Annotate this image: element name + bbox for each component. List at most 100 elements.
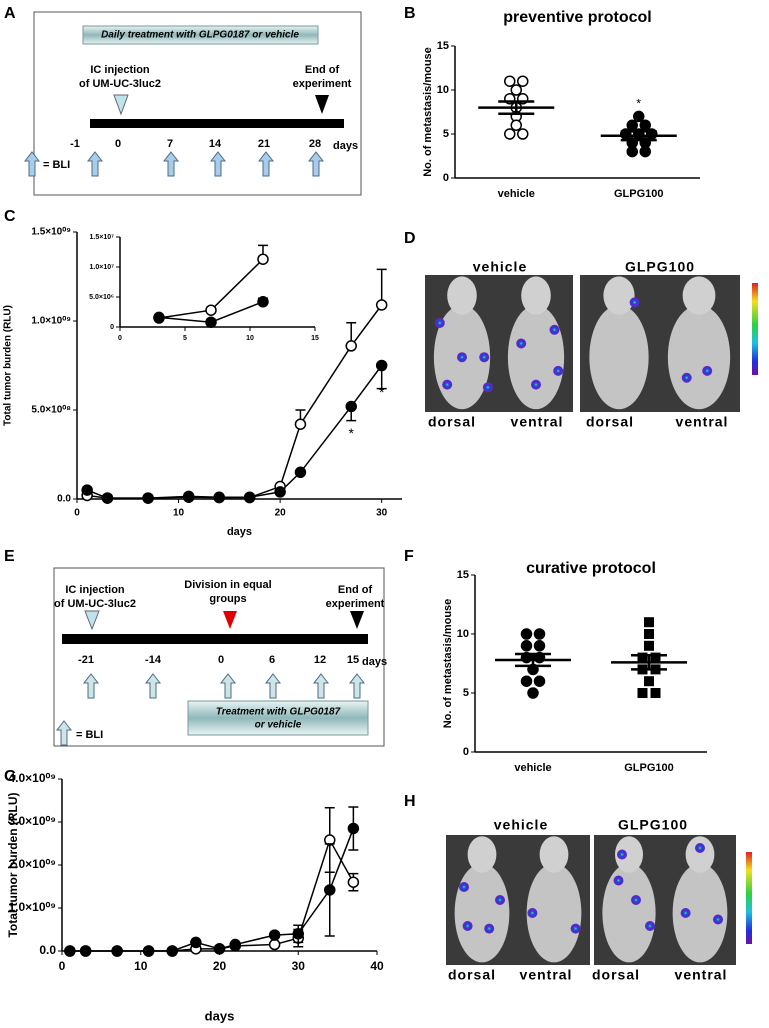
y-tick-label: 0 — [463, 746, 469, 758]
series-line — [86, 365, 383, 499]
data-point — [345, 400, 357, 413]
data-point — [517, 75, 529, 87]
day-label: 6 — [269, 654, 275, 666]
panel-label: H — [404, 793, 416, 810]
mouse-body — [507, 305, 565, 410]
data-point — [111, 945, 123, 957]
mouse-head — [685, 836, 715, 873]
group-label: vehicle — [494, 817, 548, 833]
data-point — [79, 945, 92, 957]
mouse-head — [467, 836, 497, 873]
x-tick-label: 10 — [134, 959, 148, 973]
end-marker — [350, 611, 364, 629]
panel-label: B — [404, 5, 416, 22]
timeline-diagram: Daily treatment with GLPG0187 or vehicle… — [33, 11, 362, 196]
x-tick-label: 0 — [118, 335, 122, 342]
data-point — [257, 296, 269, 308]
view-label: ventral — [520, 967, 573, 983]
data-point — [345, 340, 357, 352]
bli-arrow — [219, 673, 237, 699]
data-point — [294, 466, 307, 479]
treatment-text: or vehicle — [255, 720, 302, 731]
bli-arrow — [144, 673, 162, 699]
bli-arrow — [209, 151, 227, 177]
signal-blob — [479, 352, 490, 363]
data-point — [257, 253, 269, 265]
bli-arrow — [86, 151, 104, 177]
mouse-body — [526, 863, 582, 963]
event-label: groups — [209, 593, 246, 605]
data-point — [229, 938, 241, 951]
signal-blob — [695, 843, 705, 853]
x-tick-label: 40 — [370, 959, 384, 973]
data-point — [533, 628, 546, 640]
data-point — [213, 491, 225, 503]
view-label: dorsal — [448, 967, 496, 983]
significance-mark: * — [348, 425, 354, 441]
treatment-banner — [82, 25, 319, 45]
signal-blob — [549, 324, 560, 335]
mouse-body — [672, 863, 728, 963]
significance-mark: * — [379, 384, 385, 400]
view-label: dorsal — [592, 967, 640, 983]
y-axis-label: Total tumor burden (RLU) — [3, 305, 14, 426]
signal-blob — [617, 849, 627, 860]
data-point — [292, 928, 304, 940]
mouse-head — [682, 276, 716, 315]
x-axis-label: days — [205, 1008, 235, 1023]
x-tick-label: 20 — [213, 959, 227, 973]
panel-label: D — [404, 230, 416, 247]
data-point — [64, 945, 76, 957]
x-axis-label: days — [227, 526, 252, 538]
banner-text: Daily treatment with GLPG0187 or vehicle — [101, 30, 299, 41]
data-point — [101, 492, 114, 504]
y-axis-label: Total tumor burden (RLU) — [6, 792, 20, 937]
data-point — [205, 304, 217, 316]
data-point — [294, 418, 307, 430]
treatment-box — [187, 700, 369, 736]
panel-label: G — [4, 768, 16, 785]
signal-blob — [680, 908, 691, 918]
error-bar — [515, 652, 551, 668]
day-label: -14 — [145, 654, 162, 666]
data-point — [153, 311, 165, 324]
signal-blob — [459, 882, 469, 892]
error-bar — [631, 653, 667, 671]
y-tick-label: 0.0 — [39, 943, 56, 957]
series-line — [69, 838, 355, 952]
unit-label: days — [333, 140, 358, 152]
data-point — [639, 119, 651, 131]
event-label: of UM-UC-3luc2 — [79, 78, 161, 90]
data-point — [268, 929, 281, 941]
mouse-head — [521, 276, 551, 315]
day-label: 0 — [218, 654, 224, 666]
data-point — [347, 822, 360, 835]
data-point — [182, 490, 195, 503]
color-scale — [752, 283, 758, 375]
event-label: of UM-UC-3luc2 — [54, 598, 136, 610]
chart-title: preventive protocol — [503, 9, 651, 26]
view-label: dorsal — [428, 414, 476, 430]
data-point — [533, 675, 546, 687]
mouse-head — [539, 836, 569, 873]
injection-marker — [113, 94, 129, 116]
y-tick-label: 10 — [437, 84, 449, 96]
legend-text: = BLI — [43, 159, 70, 171]
y-tick-label: 0.0 — [57, 494, 71, 505]
data-point — [166, 945, 178, 957]
data-point — [268, 938, 281, 951]
mouse-body — [602, 863, 656, 963]
data-point — [650, 688, 661, 698]
data-point — [213, 943, 226, 955]
data-point — [533, 640, 546, 652]
day-label: -1 — [70, 138, 80, 150]
bli-arrow — [23, 151, 41, 177]
y-tick-label: 1.0×10⁰⁹ — [8, 900, 56, 914]
error-bar — [620, 130, 657, 142]
signal-blob — [570, 923, 581, 934]
day-label: 14 — [209, 138, 222, 150]
bli-arrow — [348, 673, 366, 699]
data-point — [520, 675, 533, 687]
event-label: IC injection — [65, 584, 125, 596]
